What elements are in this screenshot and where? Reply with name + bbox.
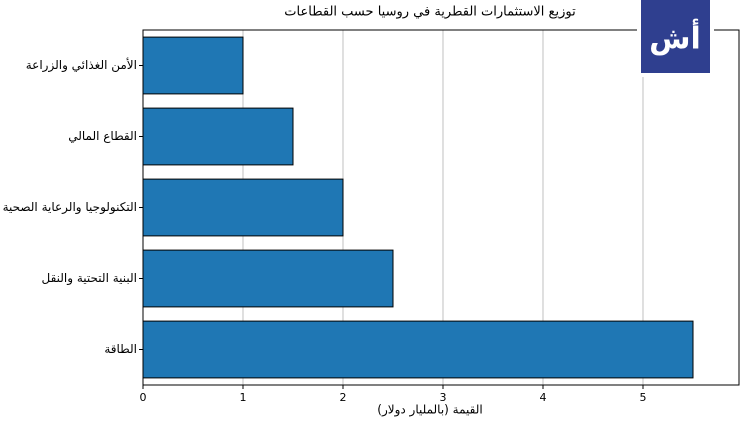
x-tick-label: 0 — [140, 391, 147, 404]
y-tick-label: القطاع المالي — [68, 129, 137, 143]
chart-title: توزيع الاستثمارات القطرية في روسيا حسب ا… — [284, 5, 576, 20]
plot-area: 0 1 2 3 4 5 الأمن الغذائي والزراعة القطاع المال… — [3, 29, 740, 404]
bar — [142, 249, 394, 308]
y-tick-label: التكنولوجيا والرعاية الصحية — [3, 200, 137, 215]
y-tick-label: البنية التحتية والنقل — [41, 271, 137, 286]
x-tick-label: 3 — [440, 391, 447, 404]
x-tick-label: 1 — [240, 391, 247, 404]
bar — [142, 107, 294, 166]
logo-text: أش — [649, 19, 701, 57]
logo: أش — [637, 0, 714, 77]
x-tick-label: 4 — [540, 391, 547, 404]
bar — [142, 178, 344, 237]
bar — [142, 320, 694, 379]
x-tick-label: 5 — [640, 391, 647, 404]
plot-frame — [142, 29, 740, 386]
bar — [142, 36, 244, 95]
x-tick-label: 2 — [340, 391, 347, 404]
y-tick-label: الأمن الغذائي والزراعة — [26, 57, 137, 73]
x-axis-label: القيمة (بالمليار دولار) — [377, 403, 482, 418]
y-tick-label: الطاقة — [104, 342, 137, 356]
logo-box — [641, 0, 710, 73]
